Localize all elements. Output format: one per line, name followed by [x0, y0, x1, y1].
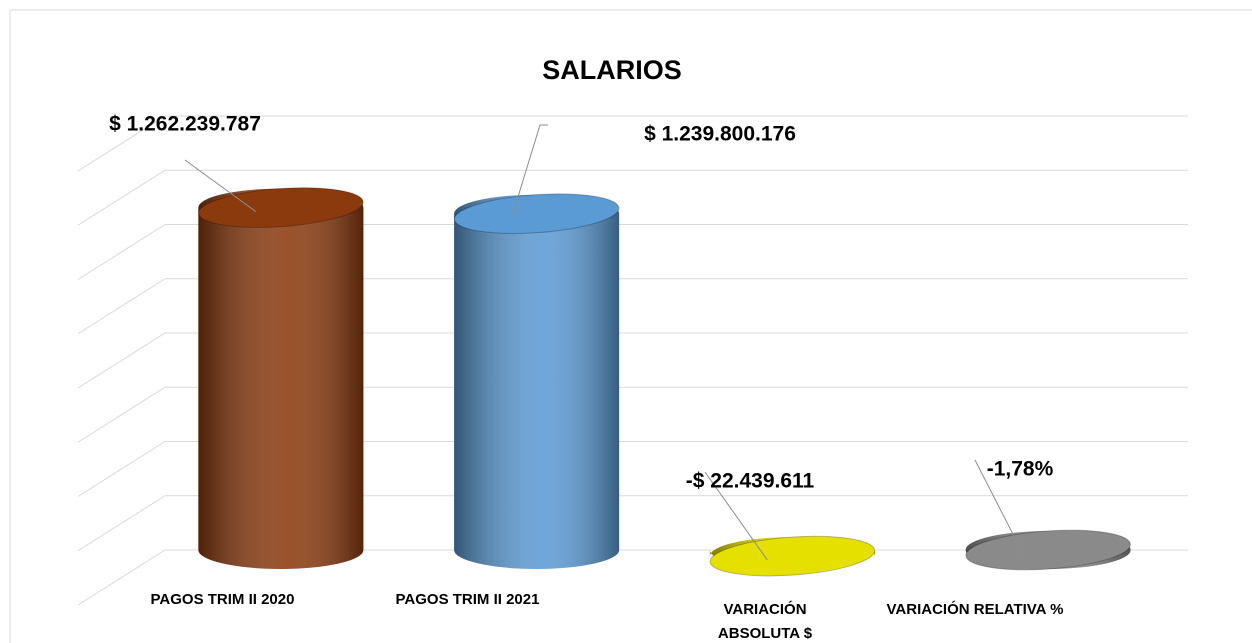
wall-grid-line — [77, 332, 166, 389]
x-tick-label: VARIACIÓN ABSOLUTA $ — [717, 601, 813, 642]
data-label: $ 1.262.239.787 — [109, 113, 261, 136]
bar — [709, 535, 876, 577]
bar-top — [965, 529, 1131, 571]
bar-shade — [454, 194, 620, 569]
wall-grid-line — [77, 495, 166, 552]
bar-top — [709, 535, 876, 577]
wall-grid-line — [77, 115, 166, 172]
wall-grid-line — [77, 441, 166, 497]
wall-grid-line — [77, 224, 166, 280]
data-label: -$ 22.439.611 — [686, 470, 815, 493]
chart-border — [9, 9, 1252, 643]
leader-line — [704, 471, 768, 561]
bar — [453, 193, 620, 569]
x-tick-label: PAGOS TRIM II 2020 — [150, 591, 295, 608]
bar-top — [453, 193, 620, 235]
wall-grid-line — [77, 278, 166, 335]
wall-grid-line — [77, 549, 166, 606]
chart-title: SALARIOS — [542, 55, 682, 85]
x-tick-label: PAGOS TRIM II 2021 — [395, 591, 540, 608]
wall-grid-line — [77, 386, 166, 443]
bar-shade — [198, 188, 364, 569]
wall-grid-line — [77, 169, 166, 226]
leader-line — [974, 459, 1024, 555]
bar — [965, 529, 1131, 571]
bar-top — [198, 187, 364, 228]
bar — [198, 187, 364, 569]
leader-line — [184, 159, 257, 213]
leader-line — [511, 124, 541, 218]
data-label: $ 1.239.800.176 — [644, 123, 796, 146]
data-label: -1,78% — [987, 458, 1054, 481]
x-tick-label: VARIACIÓN RELATIVA % — [886, 601, 1064, 618]
